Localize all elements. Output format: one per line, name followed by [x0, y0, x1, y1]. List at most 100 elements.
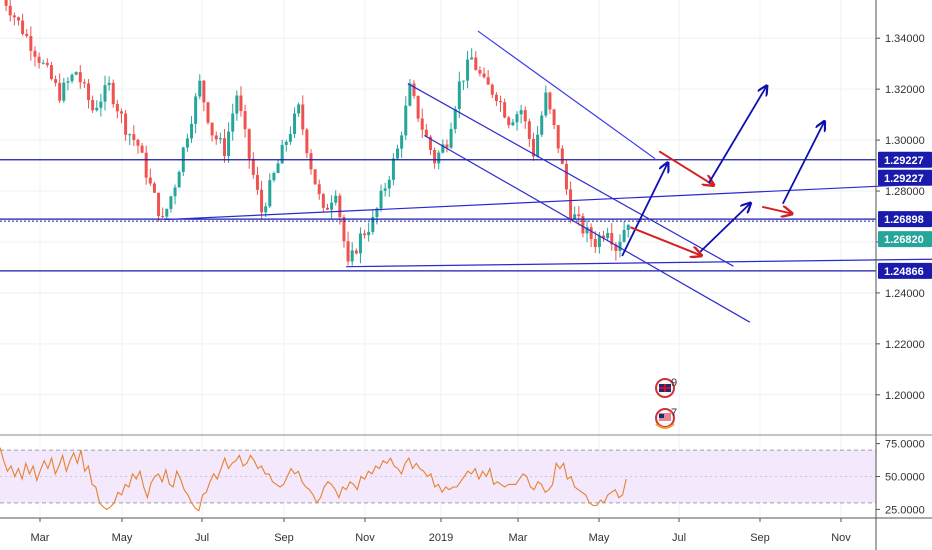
candle-body	[41, 62, 45, 64]
blue-arrow	[707, 87, 767, 184]
candle-body	[255, 174, 259, 190]
candle-body	[507, 117, 511, 126]
candle-body	[338, 195, 342, 218]
candle-body	[152, 183, 156, 193]
candle-body	[350, 250, 354, 262]
candle-body	[136, 139, 140, 146]
candle-body	[91, 100, 95, 111]
us-flag-canton	[659, 414, 664, 418]
candle-body	[305, 129, 309, 154]
candle-body	[124, 113, 128, 135]
candle-body	[210, 122, 214, 136]
candle-body	[478, 69, 482, 74]
candle-body	[531, 138, 535, 157]
candle-body	[297, 104, 301, 114]
candle-body	[293, 113, 297, 134]
candle-body	[408, 83, 412, 106]
candle-body	[569, 189, 573, 219]
candle-body	[387, 179, 391, 189]
red-arrow	[761, 207, 791, 214]
candle-body	[556, 125, 560, 149]
candle-body	[309, 153, 313, 170]
candle-body	[412, 83, 416, 96]
candle-body	[280, 144, 284, 164]
candle-body	[523, 110, 527, 122]
candle-body	[490, 84, 494, 95]
candle-body	[499, 101, 503, 103]
candle-body	[264, 206, 268, 213]
candle-body	[54, 79, 58, 83]
candle-body	[66, 81, 70, 83]
candle-body	[243, 111, 247, 130]
candle-body	[115, 104, 119, 112]
candle-body	[268, 180, 272, 207]
candle-body	[614, 244, 618, 251]
candle-body	[206, 102, 210, 123]
candle-body	[610, 232, 614, 245]
candle-body	[602, 235, 606, 239]
candle-body	[540, 115, 544, 135]
trendline	[346, 258, 932, 268]
gb-flag-icon[interactable]: 9	[655, 377, 677, 398]
candle-body	[222, 138, 226, 157]
candle-body	[99, 101, 103, 108]
trendline	[407, 83, 734, 267]
candle-body	[457, 81, 461, 110]
candle-body	[313, 169, 317, 185]
horizontal-levels[interactable]	[0, 159, 876, 272]
candle-body	[437, 152, 441, 164]
candle-body	[301, 104, 305, 130]
x-tick-label: Jul	[672, 532, 686, 544]
candle-body	[165, 208, 169, 217]
candle-body	[503, 102, 507, 118]
candle-body	[564, 163, 568, 190]
x-tick-label: 2019	[429, 532, 453, 544]
price-labels: 1.29227 1.29227 1.26898 1.26820 1.24866	[878, 151, 932, 279]
candle-body	[581, 216, 585, 234]
trendlines[interactable]	[164, 30, 932, 323]
candle-body	[177, 171, 181, 188]
candle-body	[358, 233, 362, 254]
trendline	[477, 30, 656, 160]
candle-body	[453, 109, 457, 129]
candle-body	[12, 15, 16, 18]
candle-body	[317, 184, 321, 195]
candle-body	[190, 123, 194, 139]
candle-body	[548, 92, 552, 110]
candle-body	[272, 173, 276, 181]
candle-body	[379, 190, 383, 209]
price-badge-label: 1.29227	[884, 155, 924, 167]
candle-body	[33, 50, 37, 57]
candle-body	[383, 188, 387, 191]
candle-body	[428, 136, 432, 150]
flag-count: 9	[671, 377, 677, 389]
candle-body	[260, 189, 264, 213]
trendline	[164, 183, 923, 221]
candle-body	[58, 82, 62, 101]
candle-body	[194, 96, 198, 124]
trendline	[424, 134, 751, 323]
rsi-panel	[0, 434, 932, 504]
candle-body	[128, 134, 132, 136]
grid	[0, 0, 876, 516]
x-tick-label: Mar	[509, 532, 528, 544]
forecast-arrows[interactable]	[621, 87, 824, 256]
candle-body	[4, 0, 8, 6]
x-tick-label: Nov	[355, 532, 375, 544]
x-tick-label: Nov	[831, 532, 851, 544]
price-badge-label: 1.29227	[884, 173, 924, 185]
us-flag-icon[interactable]: 7	[655, 407, 677, 429]
candle-body	[577, 214, 581, 217]
event-flags[interactable]: 97	[655, 377, 677, 429]
candle-body	[173, 187, 177, 197]
candle-body	[37, 56, 41, 63]
y-tick-label: 1.22000	[885, 339, 925, 351]
x-tick-label: May	[589, 532, 610, 544]
y-tick-label: 1.32000	[885, 84, 925, 96]
candle-body	[251, 158, 255, 175]
x-tick-label: Jul	[195, 532, 209, 544]
candle-body	[371, 217, 375, 232]
candle-body	[441, 144, 445, 153]
candle-body	[544, 92, 548, 116]
